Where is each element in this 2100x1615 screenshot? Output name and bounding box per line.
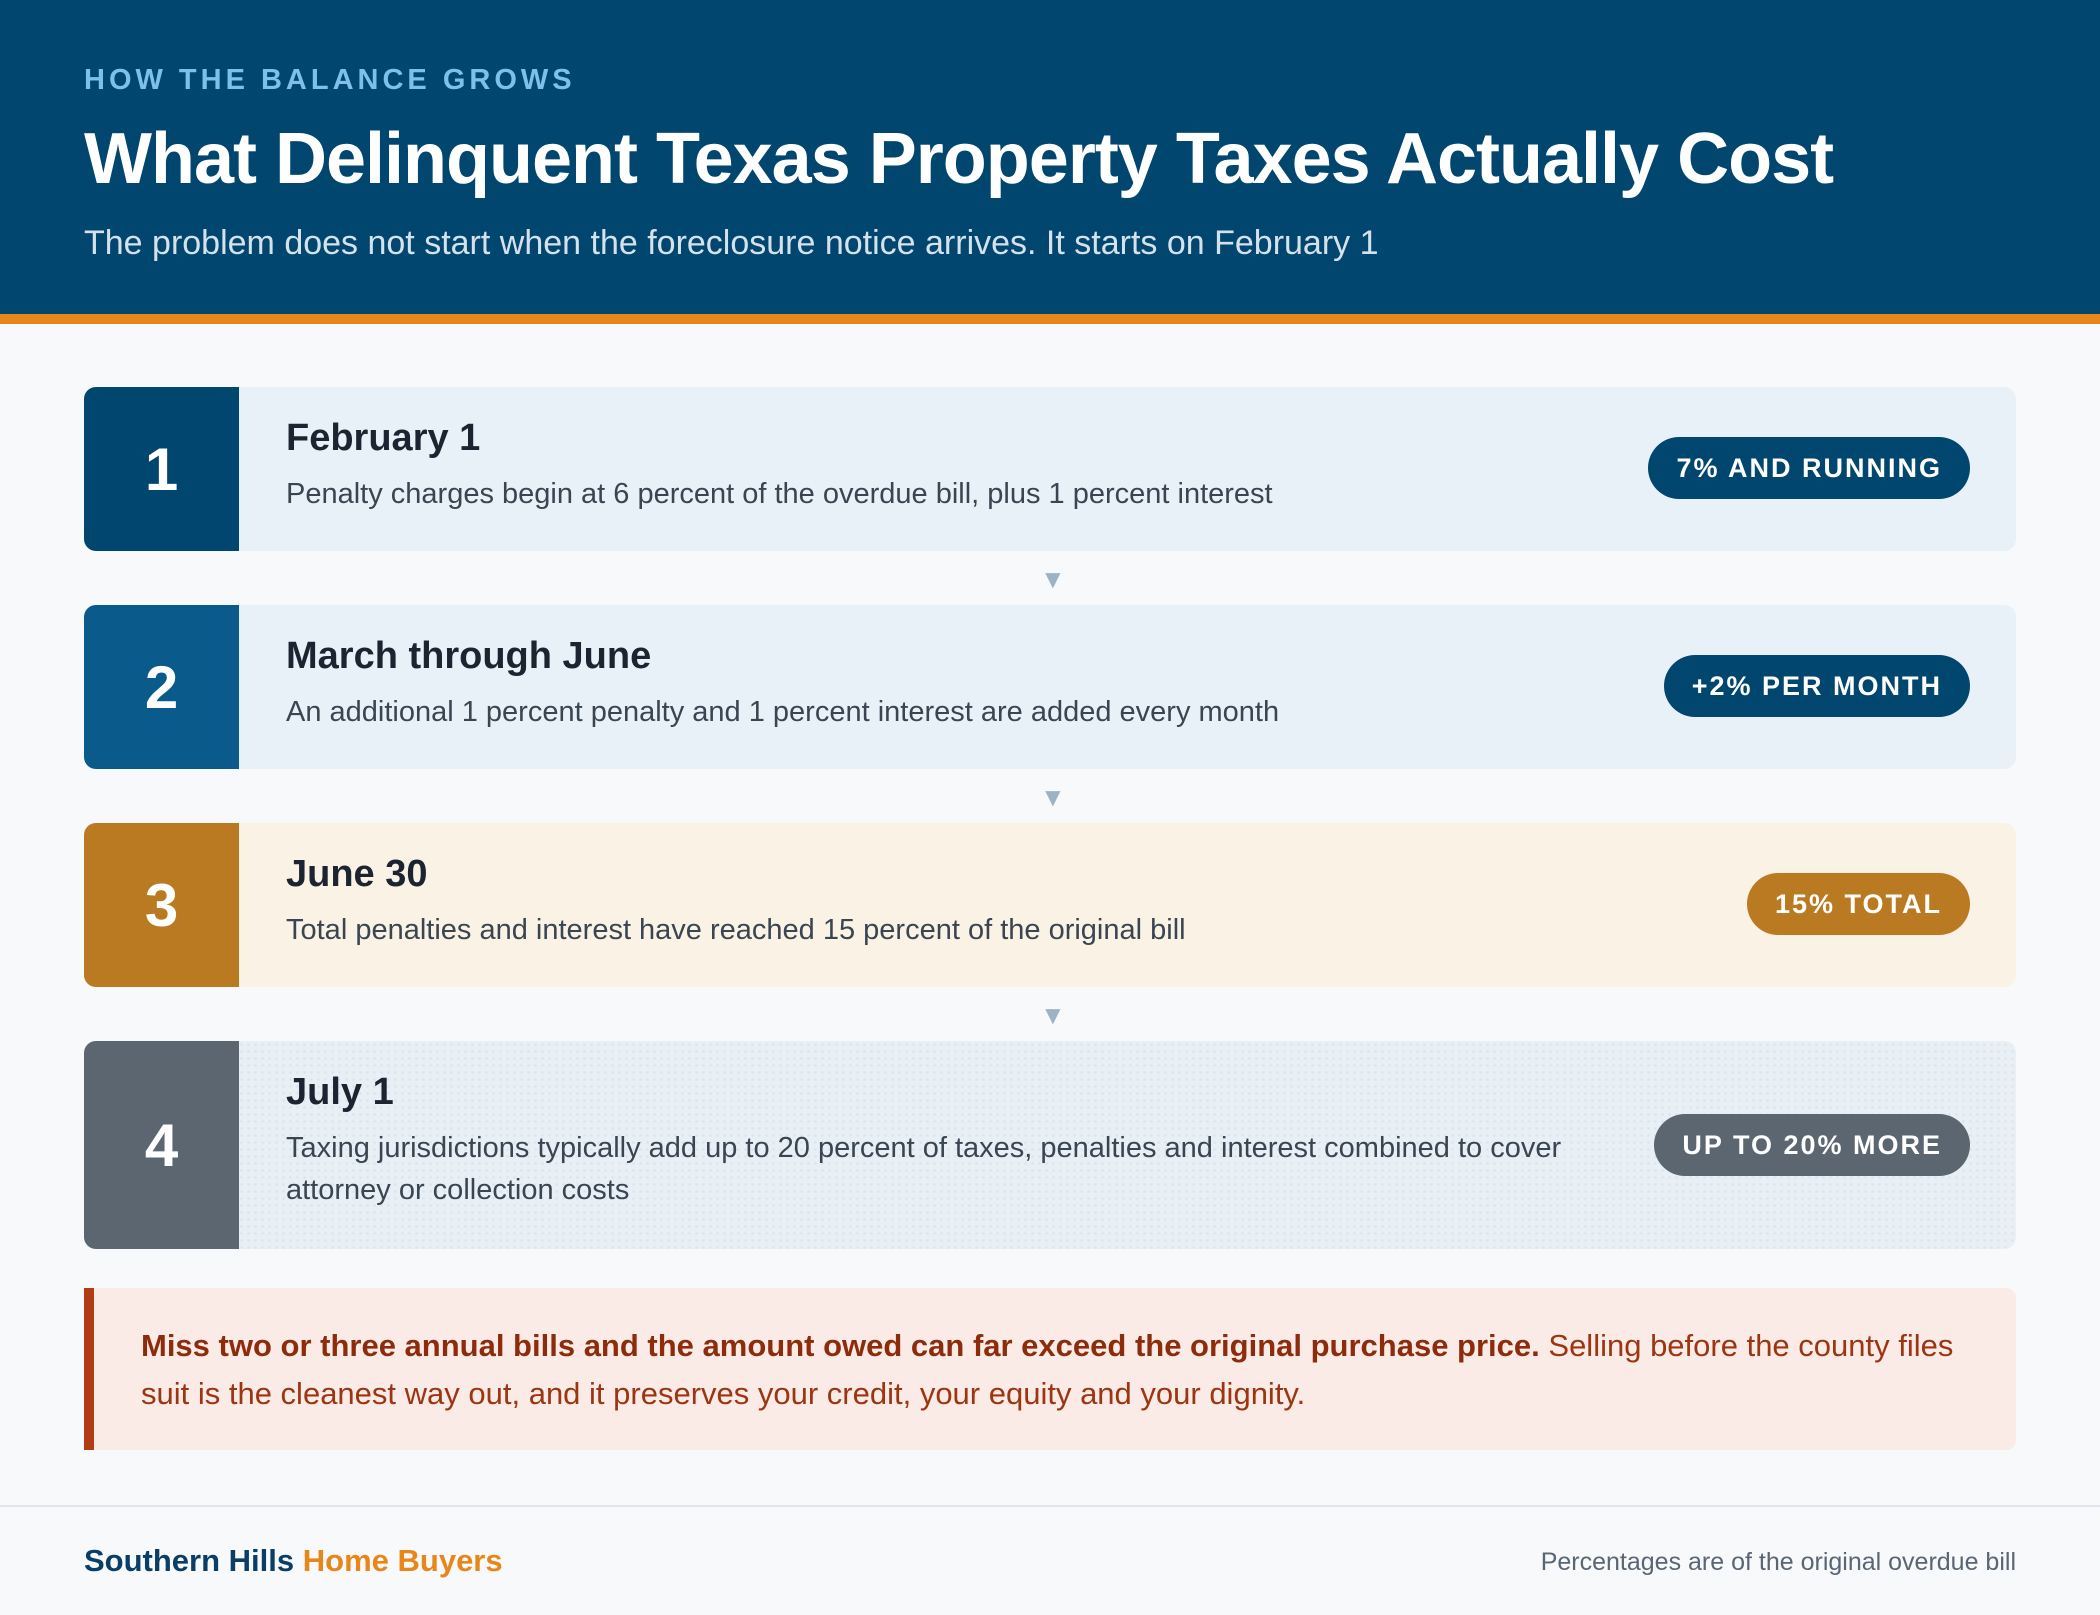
step-number-block: 2: [84, 605, 239, 769]
step-card-3: 3 June 30 Total penalties and interest h…: [84, 823, 2016, 987]
footer-divider: [0, 1505, 2100, 1507]
header-banner: HOW THE BALANCE GROWS What Delinquent Te…: [0, 0, 2100, 314]
callout-strong-text: Miss two or three annual bills and the a…: [141, 1328, 1540, 1363]
down-triangle-icon: ▼: [1040, 1000, 1066, 1030]
step-number: 3: [144, 871, 179, 939]
step-number: 1: [144, 435, 179, 503]
step-badge: 15% TOTAL: [1746, 873, 1970, 935]
step-number-block: 4: [84, 1041, 239, 1249]
down-triangle-icon: ▼: [1040, 782, 1066, 812]
step-title: March through June: [286, 635, 652, 677]
eyebrow-label: HOW THE BALANCE GROWS: [84, 64, 576, 96]
header-accent-rule: [0, 314, 2100, 324]
page-title: What Delinquent Texas Property Taxes Act…: [84, 119, 1834, 199]
step-number: 2: [144, 653, 179, 721]
step-description: Total penalties and interest have reache…: [286, 914, 1186, 946]
brand-name-part1: Southern Hills: [84, 1543, 295, 1578]
warning-callout: Miss two or three annual bills and the a…: [84, 1288, 2016, 1450]
step-number: 4: [144, 1111, 179, 1179]
down-triangle-icon: ▼: [1040, 564, 1066, 594]
step-title: February 1: [286, 417, 481, 459]
page-subtitle: The problem does not start when the fore…: [84, 224, 1379, 262]
callout-text: Selling before the county files suit is …: [141, 1328, 1954, 1411]
step-number-block: 3: [84, 823, 239, 987]
step-card-1: 1 February 1 Penalty charges begin at 6 …: [84, 387, 2016, 551]
step-description: Penalty charges begin at 6 percent of th…: [286, 478, 1273, 510]
step-badge: 7% AND RUNNING: [1648, 437, 1970, 499]
step-badge: UP TO 20% MORE: [1654, 1114, 1970, 1176]
step-title: July 1: [286, 1071, 394, 1113]
footnote: Percentages are of the original overdue …: [1540, 1548, 2016, 1576]
step-description: An additional 1 percent penalty and 1 pe…: [286, 696, 1280, 728]
step-card-4: 4 July 1 Taxing jurisdictions typically …: [84, 1041, 2016, 1249]
step-description: Taxing jurisdictions typically add up to…: [286, 1132, 1562, 1206]
brand-logo-text: Southern Hills Home Buyers: [84, 1543, 503, 1579]
step-card-2: 2 March through June An additional 1 per…: [84, 605, 2016, 769]
step-number-block: 1: [84, 387, 239, 551]
step-badge: +2% PER MONTH: [1663, 655, 1970, 717]
step-title: June 30: [286, 853, 428, 895]
brand-name-part2: Home Buyers: [302, 1543, 503, 1578]
